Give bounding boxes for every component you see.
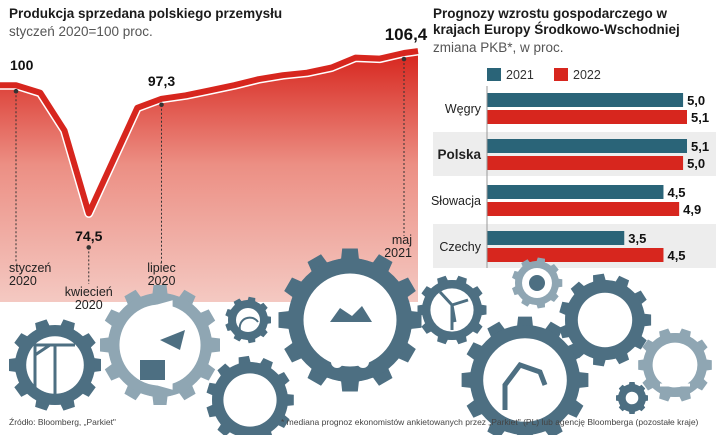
crane-icon: [33, 343, 75, 395]
factory-icon: [230, 385, 262, 415]
bar-2021-Czechy: [487, 231, 625, 245]
pumpjack-icon: [659, 350, 691, 387]
x-annotation-line1: maj: [392, 233, 412, 247]
gauge-icon: [238, 316, 259, 331]
legend-label-2021: 2021: [506, 68, 534, 82]
gear-worker: [512, 257, 563, 309]
legend-label-2022: 2022: [573, 68, 601, 82]
bar-value-label: 5,1: [691, 110, 709, 125]
x-annotation-line1: lipiec: [147, 261, 176, 275]
data-label: 97,3: [148, 73, 175, 89]
data-label: 106,4: [385, 25, 428, 44]
bar-2021-Węgry: [487, 93, 684, 107]
x-annotation-line1: styczeń: [9, 261, 51, 275]
bar-value-label: 4,9: [683, 202, 701, 217]
category-label: Węgry: [445, 102, 482, 116]
x-annotation-line2: 2021: [384, 246, 412, 260]
robot-arm-icon: [502, 362, 548, 410]
ladle-icon: [140, 330, 185, 380]
category-label: Czechy: [439, 240, 481, 254]
x-annotation-line2: 2020: [9, 274, 37, 288]
data-label: 100: [10, 57, 34, 73]
category-label: Słowacja: [431, 194, 481, 208]
bar-value-label: 3,5: [628, 231, 646, 246]
x-annotation-line1: kwiecień: [65, 285, 113, 299]
bar-value-label: 5,0: [687, 156, 705, 171]
bar-2022-Węgry: [487, 110, 687, 124]
coal-icon: [330, 306, 372, 322]
right-chart-subtitle: zmiana PKB*, w proc.: [433, 40, 564, 55]
source-note: Źródło: Bloomberg, „Parkiet": [9, 417, 116, 427]
bar-2022-Polska: [487, 156, 684, 170]
minecart-wheel-icon: [331, 356, 343, 368]
minecart-icon: [322, 325, 378, 355]
gear-gauge: [225, 296, 271, 344]
right-chart-title: Prognozy wzrostu gospodarczego w krajach…: [433, 6, 680, 37]
x-annotation-line2: 2020: [75, 298, 103, 312]
annotation-dot: [13, 88, 19, 94]
annotation-dot: [401, 56, 407, 62]
legend-swatch-2021: [487, 68, 501, 81]
bar-value-label: 5,0: [687, 93, 705, 108]
annotation-dot: [159, 102, 164, 108]
bar-2021-Słowacja: [487, 185, 664, 199]
worker-icon: [529, 275, 545, 291]
gear-pumpjack: [638, 328, 712, 402]
annotation-dot: [86, 245, 92, 250]
left-chart-title: Produkcja sprzedana polskiego przemysłu: [9, 6, 283, 21]
gear-robot-arm: [461, 316, 589, 435]
area-fill: [0, 53, 418, 302]
bar-value-label: 4,5: [667, 248, 685, 263]
legend-swatch-2022: [554, 68, 568, 81]
bar-value-label: 5,1: [691, 139, 709, 154]
bar-2022-Czechy: [487, 248, 664, 262]
windmill-icon: [438, 290, 469, 330]
data-label: 74,5: [75, 228, 102, 244]
steel-beam-icon: [590, 305, 620, 336]
gear-small: [616, 382, 648, 414]
category-label: Polska: [437, 147, 481, 162]
left-chart-subtitle: styczeń 2020=100 proc.: [9, 24, 153, 39]
bar-2021-Polska: [487, 139, 687, 153]
bar-value-label: 4,5: [667, 185, 685, 200]
bar-2022-Słowacja: [487, 202, 680, 216]
minecart-wheel-icon: [357, 356, 369, 368]
x-annotation-line2: 2020: [148, 274, 176, 288]
footnote: * mediana prognoz ekonomistów ankietowan…: [281, 417, 699, 427]
